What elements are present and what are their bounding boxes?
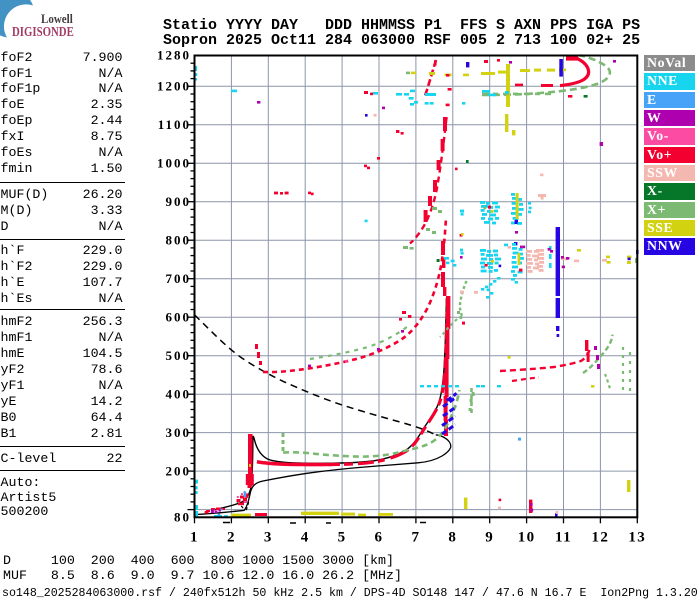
- svg-text:800: 800: [166, 232, 192, 247]
- svg-text:900: 900: [166, 194, 192, 209]
- svg-text:400: 400: [166, 386, 192, 401]
- svg-text:1100: 1100: [158, 117, 191, 132]
- svg-text:13: 13: [628, 530, 646, 546]
- svg-text:80: 80: [174, 510, 191, 525]
- svg-text:600: 600: [166, 309, 192, 324]
- svg-text:7: 7: [411, 530, 420, 546]
- svg-text:1200: 1200: [157, 79, 191, 94]
- svg-text:300: 300: [166, 425, 192, 440]
- svg-text:500: 500: [166, 348, 192, 363]
- svg-text:1280: 1280: [157, 48, 191, 63]
- svg-text:700: 700: [166, 271, 192, 286]
- svg-text:2: 2: [227, 530, 236, 546]
- svg-text:1000: 1000: [157, 156, 191, 171]
- svg-text:5: 5: [338, 530, 347, 546]
- svg-text:8: 8: [448, 530, 457, 546]
- svg-text:10: 10: [518, 530, 536, 546]
- svg-text:12: 12: [591, 530, 609, 546]
- svg-text:4: 4: [301, 530, 310, 546]
- svg-text:3: 3: [264, 530, 273, 546]
- svg-text:200: 200: [166, 463, 192, 478]
- svg-text:11: 11: [555, 530, 572, 546]
- svg-text:9: 9: [485, 530, 494, 546]
- svg-text:6: 6: [375, 530, 384, 546]
- svg-text:1: 1: [190, 530, 199, 546]
